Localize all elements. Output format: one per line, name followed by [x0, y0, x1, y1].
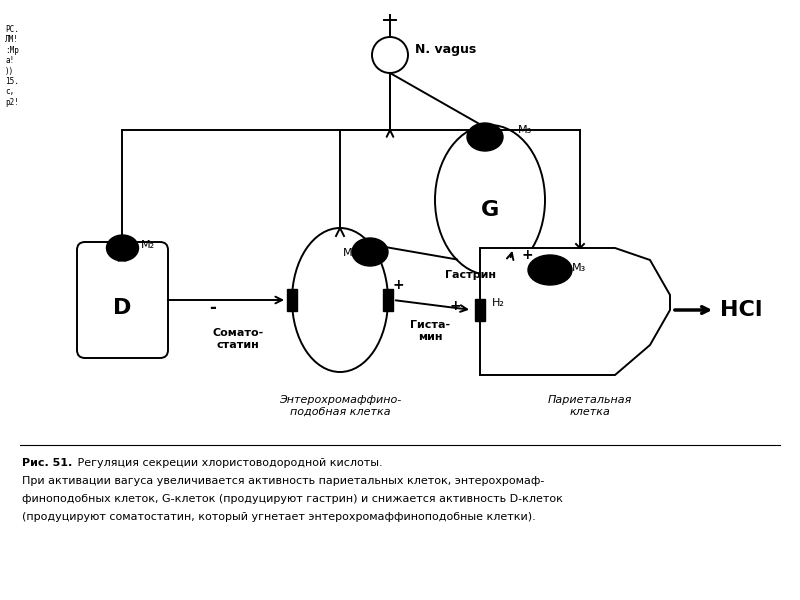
Text: HCl: HCl	[720, 300, 762, 320]
Ellipse shape	[352, 238, 388, 266]
Text: +: +	[392, 278, 404, 292]
Ellipse shape	[528, 255, 572, 285]
Ellipse shape	[467, 123, 503, 151]
Polygon shape	[480, 248, 670, 375]
Text: Гиста-
мин: Гиста- мин	[410, 320, 450, 341]
Text: Сомато-
статин: Сомато- статин	[212, 328, 264, 350]
Bar	[475, 299, 485, 321]
Ellipse shape	[435, 125, 545, 275]
Text: M₂: M₂	[141, 240, 154, 250]
Circle shape	[372, 37, 408, 73]
Text: Париетальная
клетка: Париетальная клетка	[548, 395, 632, 416]
Bar	[383, 289, 393, 311]
Text: Энтерохромаффино-
подобная клетка: Энтерохромаффино- подобная клетка	[279, 395, 401, 416]
FancyBboxPatch shape	[77, 242, 168, 358]
Text: H₂: H₂	[492, 298, 505, 308]
Text: D: D	[114, 298, 132, 318]
Text: Рис. 51.: Рис. 51.	[22, 458, 72, 468]
Ellipse shape	[106, 235, 138, 261]
Text: финоподобных клеток, G-клеток (продуцируют гастрин) и снижается активность D-кле: финоподобных клеток, G-клеток (продуциру…	[22, 494, 563, 504]
Bar	[287, 289, 297, 311]
Ellipse shape	[292, 228, 388, 372]
Text: РС.
ЛМ!
:Мр
а!
))
15.
с,
р2!: РС. ЛМ! :Мр а! )) 15. с, р2!	[5, 25, 19, 107]
Text: -: -	[210, 299, 217, 317]
Text: M₃: M₃	[518, 125, 532, 135]
Text: (продуцируют соматостатин, который угнетает энтерохромаффиноподобные клетки).: (продуцируют соматостатин, который угнет…	[22, 512, 536, 522]
Text: Гастрин: Гастрин	[445, 270, 495, 280]
Text: Регуляция секреции хлористоводородной кислоты.: Регуляция секреции хлористоводородной ки…	[74, 458, 382, 468]
Text: +: +	[521, 248, 533, 262]
Text: При активации вагуса увеличивается активность париетальных клеток, энтерохромаф-: При активации вагуса увеличивается актив…	[22, 476, 544, 486]
Text: M₃: M₃	[572, 263, 586, 273]
Text: +: +	[449, 299, 461, 313]
Text: N. vagus: N. vagus	[415, 43, 476, 56]
Text: M₁: M₁	[343, 248, 357, 258]
Text: G: G	[481, 200, 499, 220]
